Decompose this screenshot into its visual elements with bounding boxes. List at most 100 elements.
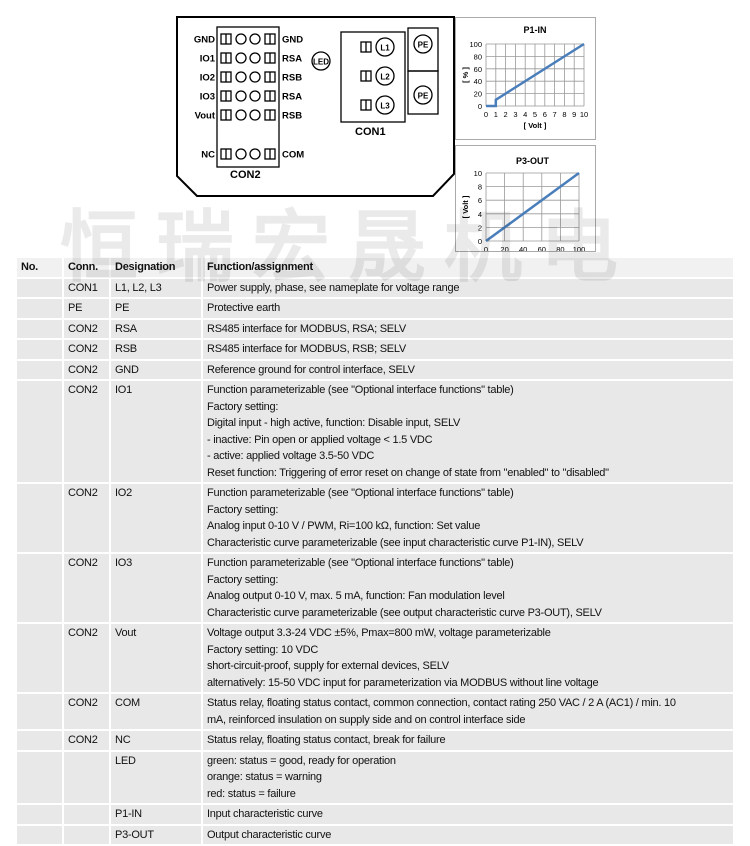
cell-conn: CON2 [63, 318, 111, 340]
function-line: Voltage output 3.3-24 VDC ±5%, Pmax=800 … [207, 627, 551, 639]
cell-conn [63, 750, 111, 805]
cell-function: Status relay, floating status contact, b… [202, 730, 735, 752]
contact-icon [235, 148, 247, 160]
cell-function: Voltage output 3.3-24 VDC ±5%, Pmax=800 … [202, 623, 735, 694]
contact-icon [249, 148, 261, 160]
function-line: short-circuit-proof, supply for external… [207, 660, 449, 672]
function-line: Factory setting: [207, 503, 279, 516]
function-line: alternatively: 15-50 VDC input for param… [207, 676, 599, 689]
function-line: Protective earth [207, 302, 281, 314]
table-row: P1-IN Input characteristic curve [17, 804, 735, 826]
table-row: CON2 IO2 Function parameterizable (see "Op… [17, 483, 735, 554]
cell-conn: CON2 [63, 483, 111, 554]
con2-pin-row: IO2 RSB [200, 71, 302, 84]
table-header: No. Conn. Designation Function/assignmen… [17, 258, 735, 279]
pin-label-right: RSA [282, 92, 302, 103]
con1-terminal-label: L3 [380, 102, 390, 111]
pin-label-left: IO3 [200, 92, 215, 103]
pin-label-right: RSA [282, 54, 302, 65]
cell-no [17, 804, 64, 826]
cell-no [17, 623, 64, 694]
function-line: red: status = failure [207, 787, 296, 800]
y-tick-label: 0 [478, 237, 482, 246]
x-tick-label: 80 [556, 245, 564, 252]
function-line: Status relay, floating status contact, b… [207, 734, 446, 746]
y-tick-label: 6 [478, 196, 482, 205]
pin-label-left: Vout [195, 111, 216, 122]
cell-no [17, 359, 64, 381]
pin-label-left: IO2 [200, 73, 215, 84]
header-designation: Designation [110, 258, 203, 279]
cell-no [17, 380, 64, 484]
cell-designation: IO2 [110, 483, 203, 554]
cell-conn [63, 824, 111, 846]
x-tick-label: 4 [523, 110, 527, 119]
pin-assignment-table: No. Conn. Designation Function/assignmen… [17, 258, 735, 846]
cell-conn [63, 804, 111, 826]
cell-conn: CON2 [63, 380, 111, 484]
series-line [485, 171, 580, 243]
cell-conn: PE [63, 298, 111, 320]
cell-no [17, 339, 64, 361]
header-no: No. [17, 258, 64, 279]
con2-pin-row: Vout RSB [195, 109, 302, 122]
cell-designation: PE [110, 298, 203, 320]
y-tick-label: 4 [478, 210, 482, 219]
function-line: Function parameterizable (see "Optional … [207, 487, 514, 499]
pin-label-left: NC [201, 150, 215, 161]
connection-diagram: GND GND IO1 RSA IO2 RSB IO3 RSA Vout RSB NC COM CON… [176, 16, 455, 197]
cell-designation: RSB [110, 339, 203, 361]
pe-terminal-1: PE [418, 41, 429, 50]
table-row: CON2 IO3 Function parameterizable (see "Op… [17, 553, 735, 624]
cell-conn: CON2 [63, 693, 111, 731]
table-row: CON2 IO1 Function parameterizable (see "Op… [17, 380, 735, 484]
contact-icon [249, 33, 261, 45]
contact-icon [249, 90, 261, 102]
cell-conn: CON2 [63, 359, 111, 381]
chart-title: P1-IN [523, 25, 546, 35]
function-line: RS485 interface for MODBUS, RSB; SELV [207, 343, 407, 355]
contact-icon [235, 71, 247, 83]
function-line: Status relay, floating status contact, c… [207, 697, 676, 709]
y-tick-label: 20 [474, 90, 482, 99]
cell-no [17, 750, 64, 805]
chart-title: P3-OUT [516, 156, 550, 166]
function-line: Power supply, phase, see nameplate for v… [207, 281, 460, 294]
contact-icon [235, 109, 247, 121]
table-row: CON2 COM Status relay, floating status con… [17, 693, 735, 731]
x-axis-label: [ Volt ] [524, 121, 547, 130]
con2-pin-row: IO1 RSA [200, 52, 302, 65]
y-tick-label: 40 [474, 77, 482, 86]
pin-label-right: RSB [282, 111, 302, 122]
x-tick-label: 5 [533, 110, 537, 119]
function-line: Analog input 0-10 V / PWM, Ri=100 kΩ, fu… [207, 520, 481, 532]
function-line: - active: applied voltage 3.5-50 VDC [207, 450, 375, 462]
contact-icon [235, 33, 247, 45]
y-tick-label: 100 [469, 40, 482, 49]
function-line: Factory setting: [207, 573, 279, 586]
x-tick-label: 2 [504, 110, 508, 119]
con2-label: CON2 [230, 169, 261, 181]
x-tick-label: 60 [538, 245, 546, 252]
cell-designation: NC [110, 730, 203, 752]
cell-function: Power supply, phase, see nameplate for v… [202, 277, 735, 299]
table-row: CON1 L1, L2, L3 Power supply, phase, see n… [17, 277, 735, 299]
function-line: Digital input - high active, function: D… [207, 417, 461, 429]
cell-designation: P3-OUT [110, 824, 203, 846]
function-line: Input characteristic curve [207, 808, 323, 820]
cell-no [17, 298, 64, 320]
table-row: CON2 RSB RS485 interface for MODBUS, RSB; … [17, 339, 735, 361]
x-tick-label: 0 [484, 110, 488, 119]
y-tick-label: 0 [478, 102, 482, 111]
cell-designation: LED [110, 750, 203, 805]
cell-function: RS485 interface for MODBUS, RSA; SELV [202, 318, 735, 340]
function-line: Output characteristic curve [207, 828, 332, 841]
table-row: LED green: status = good, ready for opera… [17, 750, 735, 805]
function-line: Characteristic curve parameterizable (se… [207, 606, 602, 619]
function-line: Function parameterizable (see "Optional … [207, 557, 514, 569]
series-line [486, 42, 585, 108]
x-tick-label: 1 [494, 110, 498, 119]
table-row: CON2 NC Status relay, floating status cont… [17, 730, 735, 752]
contact-icon [235, 90, 247, 102]
x-tick-label: 8 [562, 110, 566, 119]
